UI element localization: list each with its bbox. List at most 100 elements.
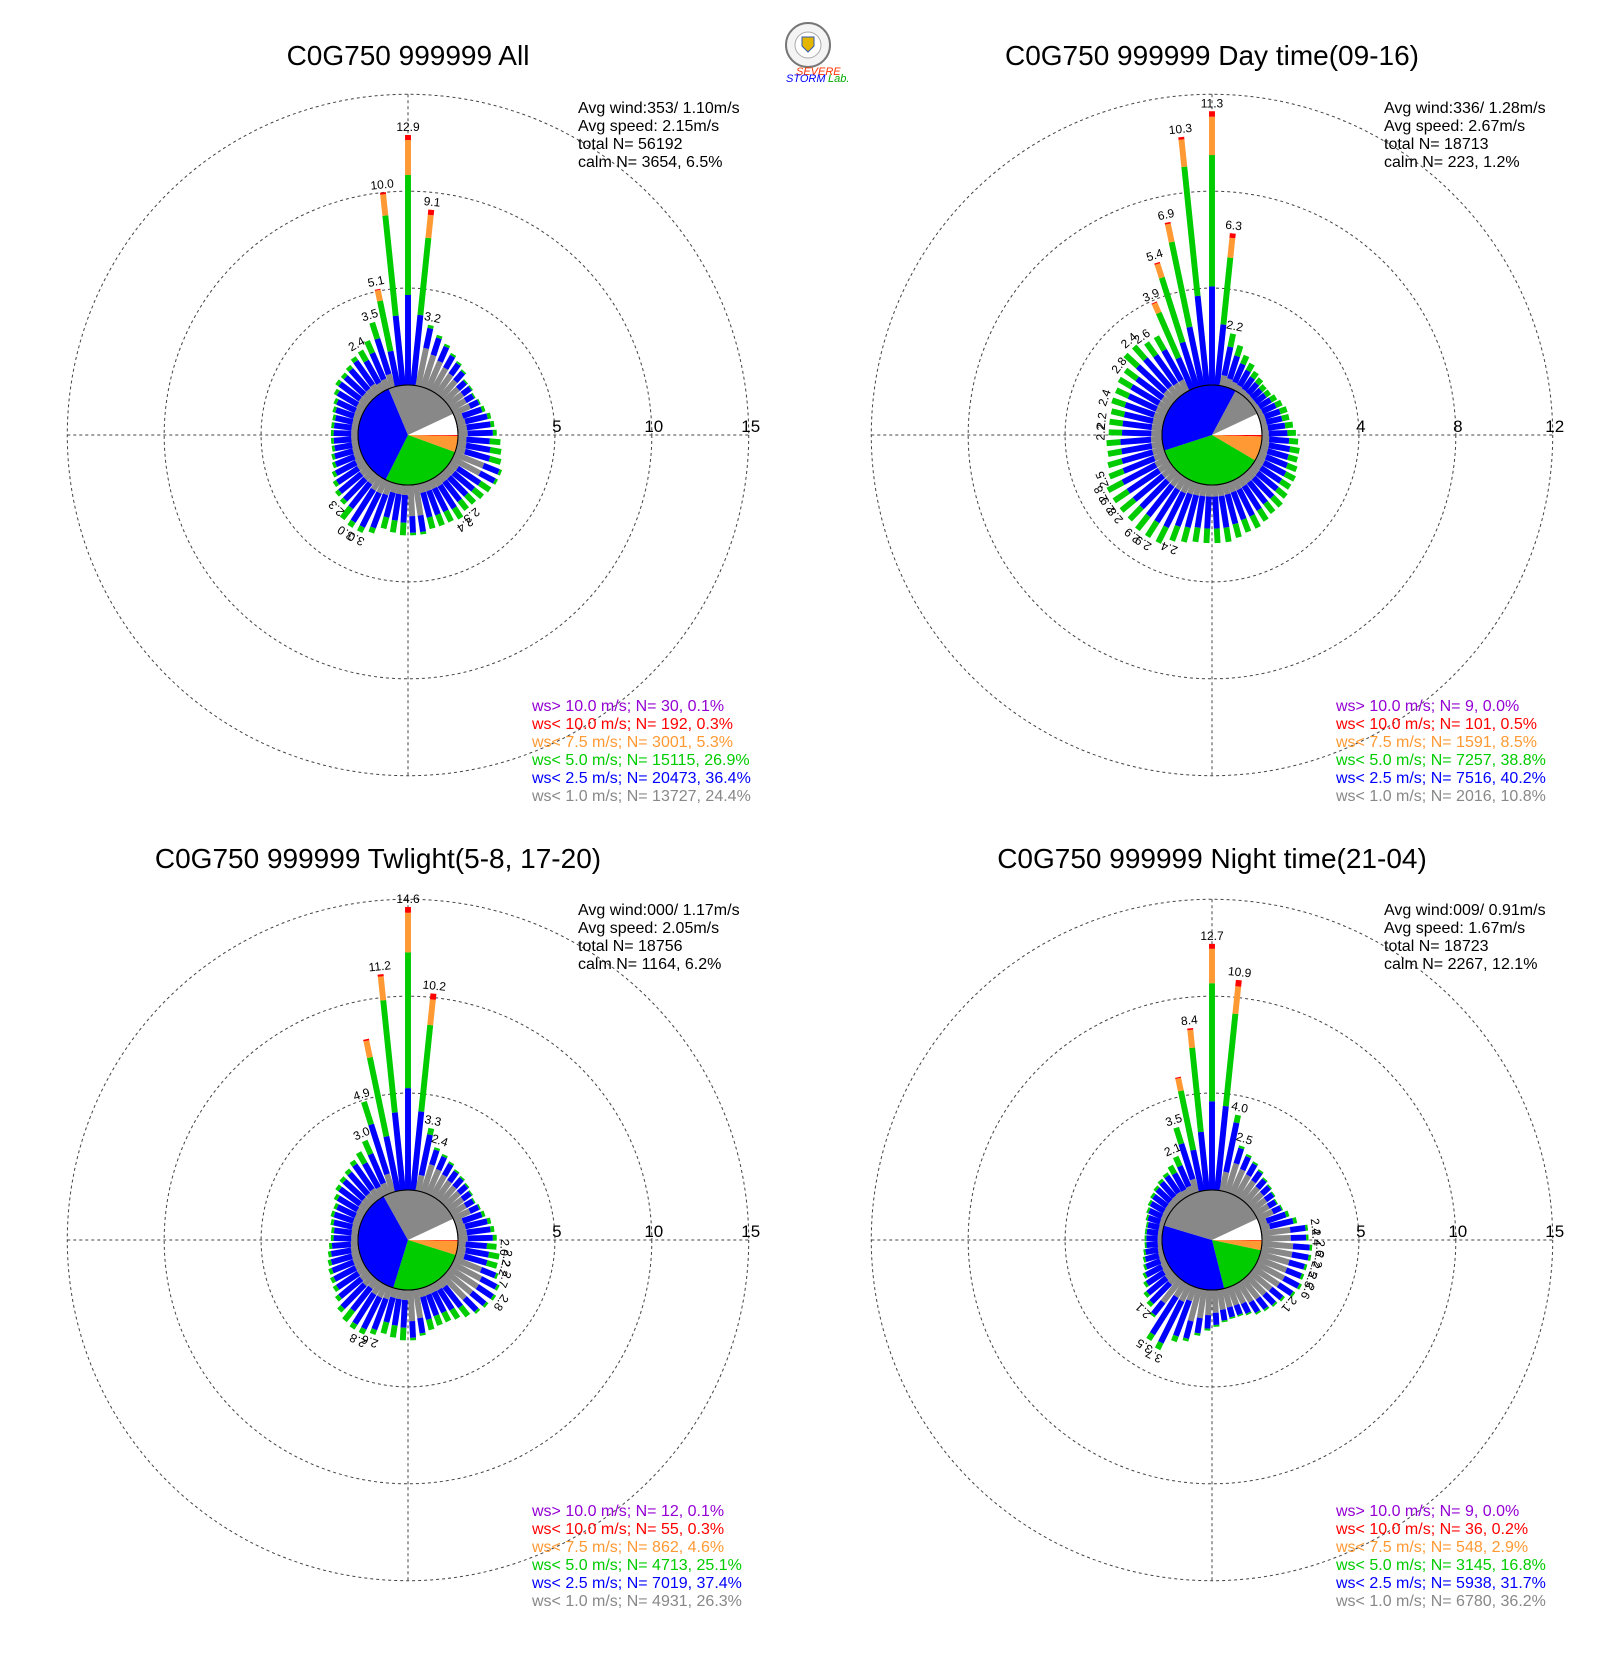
wind-sector-bar: [417, 482, 436, 530]
bar-segment: [332, 1284, 340, 1293]
bar-segment: [340, 372, 348, 380]
bar-segment: [1187, 1287, 1203, 1322]
wind-sector-bar: [1238, 1169, 1264, 1201]
bar-segment: [1147, 1215, 1162, 1225]
bar-segment: [444, 464, 456, 476]
pie-slice: [385, 435, 455, 486]
bar-value-label: 12.9: [396, 120, 420, 134]
bar-segment: [371, 1280, 384, 1296]
bar-segment: [1145, 1246, 1159, 1256]
wind-sector-bar: [1251, 460, 1292, 490]
wind-sector-bar: [1236, 1280, 1262, 1315]
wind-sector-bar: [1175, 1076, 1205, 1192]
bar-segment: [1145, 1269, 1166, 1286]
stat-line: calm N= 223, 1.2%: [1384, 154, 1520, 171]
bar-segment: [1255, 470, 1279, 492]
stat-line: Avg speed: 2.05m/s: [578, 920, 719, 937]
bar-segment: [1220, 257, 1234, 325]
ring-label: 4: [1356, 417, 1365, 436]
bar-segment: [486, 1243, 497, 1250]
bar-segment: [1173, 1299, 1193, 1337]
bar-segment: [334, 459, 358, 476]
bar-segment: [1178, 136, 1185, 140]
bar-value-label: 10.2: [422, 978, 447, 994]
bar-segment: [339, 1176, 347, 1184]
bar-segment: [1254, 1260, 1286, 1281]
bar-segment: [1175, 1077, 1184, 1092]
bar-segment: [410, 314, 424, 386]
bar-segment: [351, 441, 360, 449]
bar-segment: [1254, 377, 1264, 386]
bar-segment: [383, 1285, 394, 1300]
wind-sector-bar: 3.0: [351, 1124, 391, 1196]
bar-segment: [457, 430, 468, 437]
bar-segment: [471, 487, 485, 500]
bar-segment: [1135, 364, 1168, 394]
bar-segment: [399, 1327, 407, 1341]
bar-segment: [1194, 1317, 1203, 1334]
wind-sector-bar: [446, 385, 474, 408]
bar-segment: [1258, 413, 1266, 422]
bar-segment: [1157, 1178, 1164, 1185]
logo-severe-text: SEVERE: [796, 66, 841, 78]
bar-segment: [455, 380, 467, 391]
wind-sector-bar: [1231, 478, 1261, 529]
bar-segment: [361, 1295, 383, 1330]
bar-segment: [405, 134, 411, 140]
bar-segment: [1288, 438, 1299, 445]
legend-entry: ws< 10.0 m/s; N= 101, 0.5%: [1335, 716, 1537, 733]
bar-segment: [1147, 1222, 1160, 1231]
bar-segment: [1263, 1192, 1275, 1203]
bar-segment: [369, 1328, 378, 1335]
bar-segment: [377, 976, 387, 1001]
bar-segment: [420, 531, 427, 535]
bar-segment: [1111, 397, 1127, 408]
bar-segment: [1108, 468, 1125, 480]
wind-sector-bar: 3.2: [415, 309, 443, 387]
bar-segment: [468, 399, 480, 409]
wind-sector-bar: 11.3: [1201, 96, 1224, 385]
bar-segment: [359, 464, 372, 477]
bar-segment: [1234, 1174, 1252, 1198]
bar-segment: [449, 1203, 467, 1217]
wind-rose-panel: C0G750 999999 Night time(21-04) 5 10 15 12.7…: [870, 843, 1564, 1610]
wind-sector-bar: [1244, 468, 1283, 508]
bar-segment: [425, 360, 443, 391]
wind-sector-bar: 2.4: [1095, 387, 1166, 422]
bar-segment: [429, 1149, 440, 1166]
bar-value-label: 3.2: [423, 309, 443, 326]
bar-segment: [1161, 464, 1176, 478]
legend-entry: ws< 5.0 m/s; N= 15115, 26.9%: [531, 752, 750, 769]
bar-segment: [494, 1272, 499, 1280]
bar-segment: [1150, 1192, 1156, 1199]
bar-segment: [1255, 1178, 1267, 1190]
bar-segment: [1237, 369, 1251, 388]
bar-segment: [480, 1210, 486, 1218]
wind-sector-bar: [345, 364, 378, 400]
wind-sector-bar: [412, 1288, 426, 1336]
bar-segment: [381, 378, 391, 391]
pie-slice: [1162, 385, 1236, 451]
bar-segment: [471, 1197, 476, 1204]
bar-segment: [1240, 1277, 1261, 1300]
bar-segment: [345, 364, 354, 372]
logo-storm-text: STORM: [786, 73, 826, 85]
bar-segment: [1224, 493, 1239, 525]
bar-segment: [457, 424, 468, 432]
bar-segment: [1146, 1207, 1151, 1214]
bar-segment: [430, 337, 442, 357]
bar-segment: [418, 1024, 434, 1112]
bar-segment: [1147, 1199, 1153, 1207]
bar-segment: [1144, 520, 1160, 539]
wind-sector-bar: [1106, 435, 1163, 447]
bar-segment: [446, 475, 469, 497]
bar-segment: [1163, 490, 1187, 529]
bar-segment: [430, 1174, 448, 1198]
wind-sector-bar: [436, 1277, 471, 1318]
bar-segment: [1189, 1047, 1204, 1133]
bar-segment: [350, 1285, 373, 1312]
bar-segment: [488, 455, 502, 465]
legend-entry: ws< 2.5 m/s; N= 7516, 40.2%: [1335, 770, 1546, 787]
wind-sector-bar: [337, 1273, 376, 1313]
stat-line: calm N= 1164, 6.2%: [578, 956, 721, 973]
